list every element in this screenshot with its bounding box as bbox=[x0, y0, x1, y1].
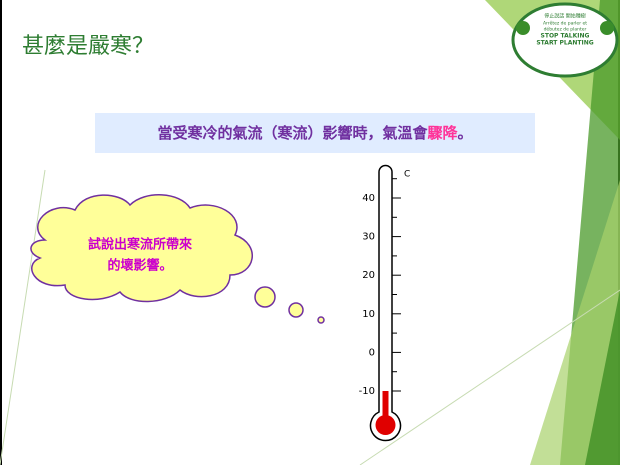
thought-bubble bbox=[288, 302, 304, 318]
logo-text: débutez de planter bbox=[544, 26, 587, 33]
tick-label: 40 bbox=[362, 193, 375, 204]
banner-segment: 當受寒冷的氣流（寒流）影響時，氣溫會 bbox=[157, 124, 428, 142]
logo-text: 停止說話 開始種樹 bbox=[544, 13, 586, 20]
thought-bubble bbox=[317, 316, 325, 324]
banner-highlight: 驟降 bbox=[427, 124, 458, 142]
banner-box bbox=[95, 113, 535, 153]
logo-text: START PLANTING bbox=[536, 40, 593, 47]
logo-text: Arrêtez de parler et bbox=[543, 20, 587, 27]
logo: 停止說話 開始種樹 Arrêtez de parler et débutez d… bbox=[511, 2, 619, 78]
tick-label: 10 bbox=[362, 309, 375, 320]
thought-bubble bbox=[254, 286, 276, 308]
mercury bbox=[382, 391, 389, 425]
cloud bbox=[30, 194, 253, 303]
tick-label: 20 bbox=[362, 270, 375, 281]
banner-text: 當受寒冷的氣流（寒流）影響時，氣溫會驟降。 bbox=[157, 124, 472, 142]
unit-label: C bbox=[404, 170, 410, 180]
tick-label: 0 bbox=[369, 347, 375, 358]
tick-label: 30 bbox=[362, 232, 375, 243]
logo-text: STOP TALKING bbox=[541, 33, 590, 40]
thermometer: 40 30 20 10 0 -10 C bbox=[359, 164, 410, 442]
tick-label: -10 bbox=[359, 386, 375, 397]
cloud-text: 試說出寒流所帶來 bbox=[88, 237, 193, 253]
banner-segment: 。 bbox=[458, 124, 473, 142]
cloud-text: 的壞影響。 bbox=[107, 258, 172, 274]
title: 甚麼是嚴寒？ bbox=[22, 34, 154, 59]
